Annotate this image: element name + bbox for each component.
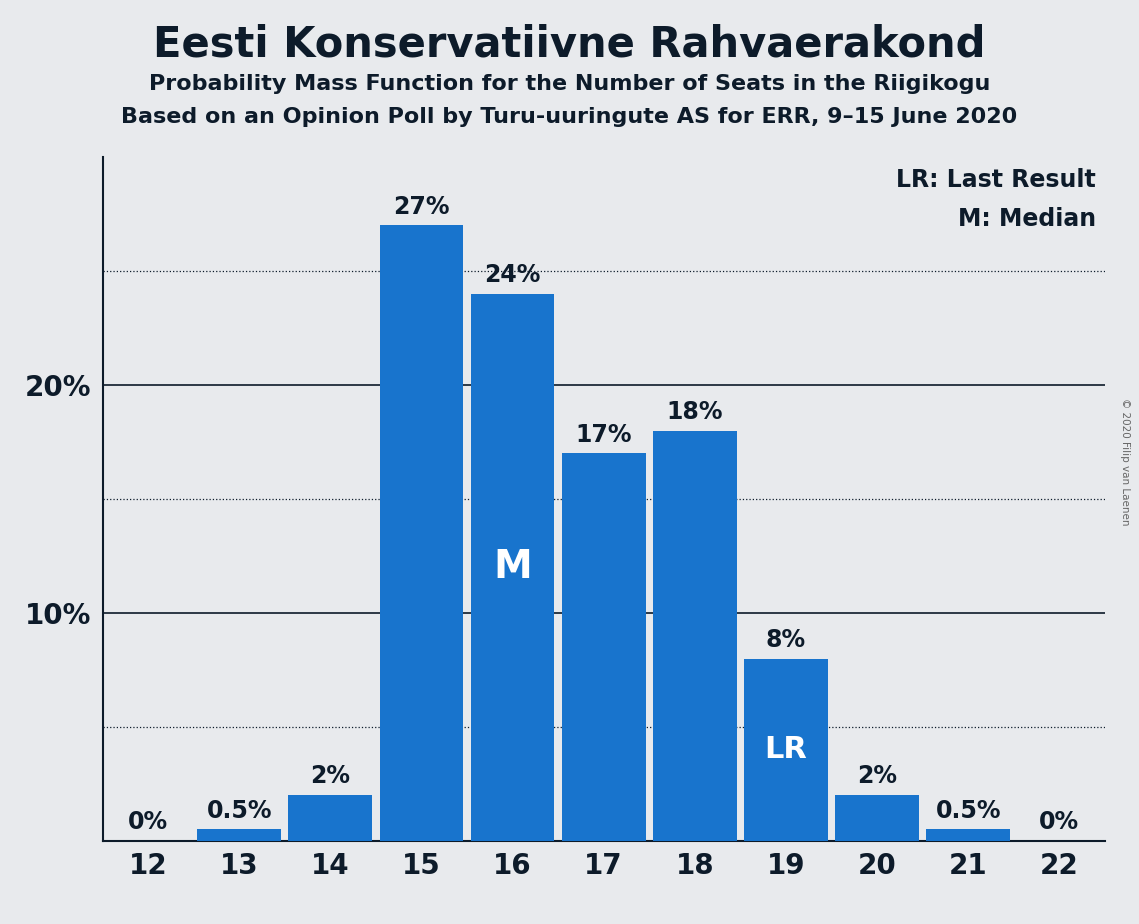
Text: Eesti Konservatiivne Rahvaerakond: Eesti Konservatiivne Rahvaerakond [154, 23, 985, 65]
Text: 2%: 2% [310, 764, 351, 788]
Text: 24%: 24% [484, 263, 541, 287]
Bar [926, 830, 1010, 841]
Text: 0.5%: 0.5% [206, 798, 272, 822]
Text: 0%: 0% [128, 810, 169, 834]
Text: M: M [493, 548, 532, 587]
Text: 18%: 18% [666, 400, 723, 424]
Bar [470, 294, 555, 841]
Text: © 2020 Filip van Laenen: © 2020 Filip van Laenen [1120, 398, 1130, 526]
Bar [835, 796, 919, 841]
Text: 0.5%: 0.5% [935, 798, 1001, 822]
Text: 2%: 2% [857, 764, 898, 788]
Text: M: Median: M: Median [958, 207, 1096, 231]
Bar [288, 796, 372, 841]
Text: LR: Last Result: LR: Last Result [896, 168, 1096, 192]
Text: 17%: 17% [575, 422, 632, 446]
Text: Probability Mass Function for the Number of Seats in the Riigikogu: Probability Mass Function for the Number… [149, 74, 990, 94]
Bar [653, 431, 737, 841]
Text: 0%: 0% [1039, 810, 1080, 834]
Text: 27%: 27% [393, 195, 450, 219]
Bar [562, 454, 646, 841]
Bar [197, 830, 281, 841]
Text: LR: LR [764, 736, 808, 764]
Bar [379, 225, 464, 841]
Bar [744, 659, 828, 841]
Text: Based on an Opinion Poll by Turu-uuringute AS for ERR, 9–15 June 2020: Based on an Opinion Poll by Turu-uuringu… [122, 107, 1017, 128]
Text: 8%: 8% [765, 627, 806, 651]
